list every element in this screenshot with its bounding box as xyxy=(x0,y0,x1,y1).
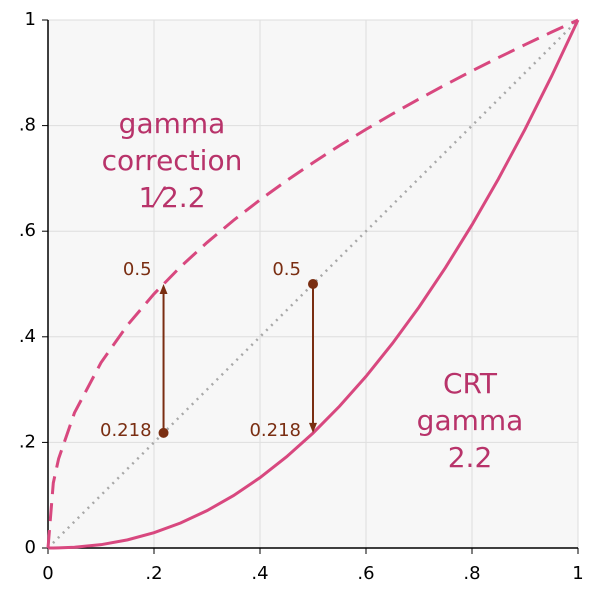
arrow-label: 0.5 xyxy=(272,259,301,280)
arrow-head xyxy=(309,422,317,433)
x-tick-label: .8 xyxy=(463,563,480,584)
arrow-label: 0.218 xyxy=(100,420,152,441)
y-tick-label: 0 xyxy=(25,537,36,558)
x-tick-label: .2 xyxy=(145,563,162,584)
arrow-point xyxy=(308,279,318,289)
y-tick-label: 1 xyxy=(25,9,36,30)
series-line xyxy=(47,19,579,549)
annotation: correction xyxy=(102,144,243,177)
annotation: gamma xyxy=(119,107,226,140)
arrow-label: 0.218 xyxy=(249,420,301,441)
x-tick-label: 0 xyxy=(42,563,53,584)
y-tick-label: .2 xyxy=(19,431,36,452)
series-line xyxy=(48,19,580,550)
series-line xyxy=(46,18,579,549)
annotation: CRT xyxy=(443,367,498,400)
x-tick-label: .6 xyxy=(357,563,374,584)
x-tick-label: 1 xyxy=(572,563,583,584)
y-tick-label: .4 xyxy=(19,326,36,347)
annotation: gamma xyxy=(417,404,524,437)
arrow-point xyxy=(158,427,169,438)
x-tick-label: .4 xyxy=(251,563,268,584)
y-tick-label: .6 xyxy=(19,220,36,241)
y-tick-label: .8 xyxy=(19,115,36,136)
annotation: 1⁄2.2 xyxy=(138,181,205,214)
arrow-label: 0.5 xyxy=(123,259,152,280)
annotation: 2.2 xyxy=(448,441,493,474)
arrow-head xyxy=(159,284,168,294)
